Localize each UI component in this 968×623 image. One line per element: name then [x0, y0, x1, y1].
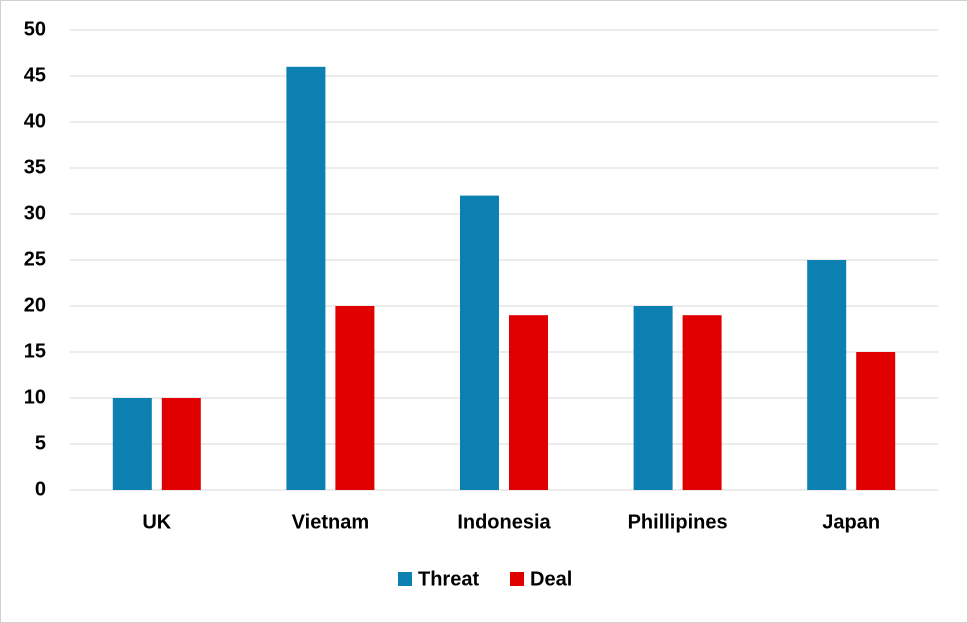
legend-swatch	[510, 572, 524, 586]
y-tick-label: 0	[35, 478, 46, 500]
bar	[856, 352, 896, 490]
bar	[112, 398, 152, 490]
y-tick-label: 45	[24, 64, 46, 86]
y-tick-label: 15	[24, 340, 46, 362]
x-tick-label: UK	[142, 511, 171, 533]
bar	[807, 260, 847, 490]
x-tick-label: Vietnam	[292, 511, 369, 533]
y-tick-label: 40	[24, 110, 46, 132]
x-tick-label: Japan	[822, 511, 880, 533]
y-tick-label: 5	[35, 432, 46, 454]
y-tick-label: 30	[24, 202, 46, 224]
y-tick-label: 25	[24, 248, 46, 270]
x-tick-label: Phillipines	[628, 511, 728, 533]
bar	[286, 66, 326, 491]
bar	[161, 398, 201, 490]
legend-label: Threat	[418, 568, 479, 590]
y-tick-label: 20	[24, 294, 46, 316]
y-tick-label: 10	[24, 386, 46, 408]
bar	[460, 195, 499, 490]
y-tick-label: 50	[24, 18, 46, 40]
bar	[633, 306, 673, 490]
x-tick-label: Indonesia	[457, 511, 551, 533]
y-tick-label: 35	[24, 156, 46, 178]
legend-label: Deal	[530, 568, 572, 590]
bar	[509, 315, 548, 490]
bar	[682, 315, 722, 490]
legend-swatch	[398, 572, 412, 586]
bar	[335, 306, 375, 490]
